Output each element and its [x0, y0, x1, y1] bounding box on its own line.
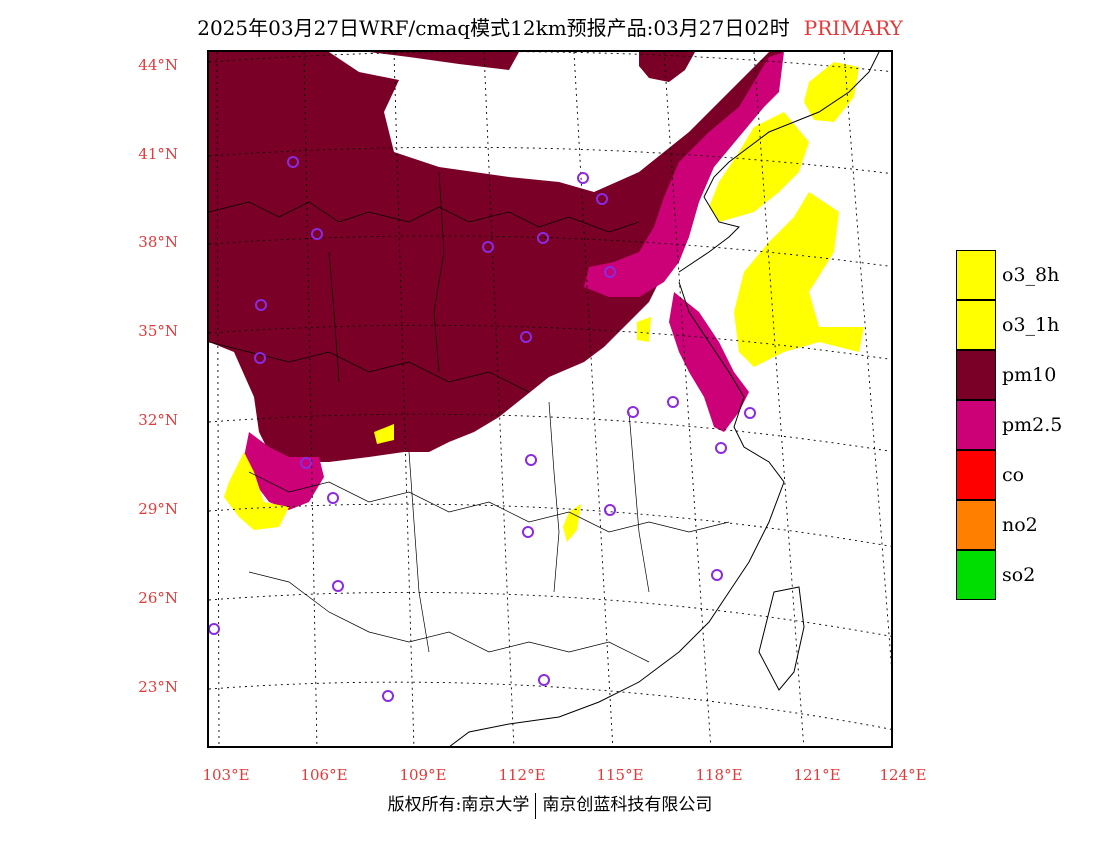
station-markers [209, 156, 756, 702]
lat-label-35: 35°N [138, 322, 178, 340]
station-marker [627, 406, 639, 418]
lon-label-106: 106°E [300, 766, 348, 784]
legend-label: so2 [1002, 564, 1036, 586]
legend-swatch [956, 300, 996, 350]
coastline [449, 52, 880, 746]
station-marker [300, 457, 312, 469]
station-marker [525, 454, 537, 466]
lat-label-29: 29°N [138, 500, 178, 518]
lat-label-41: 41°N [138, 145, 178, 163]
pm10-northeast-strip [639, 52, 695, 82]
legend-swatch [956, 500, 996, 550]
map-frame [207, 50, 893, 748]
station-marker [327, 492, 339, 504]
station-marker [209, 623, 220, 635]
station-marker [520, 331, 532, 343]
o3-northeast [709, 112, 809, 222]
copyright-footer: 版权所有:南京大学 南京创蓝科技有限公司 [0, 790, 1100, 819]
station-marker [311, 228, 323, 240]
lon-label-109: 109°E [399, 766, 447, 784]
legend-label: o3_1h [1002, 314, 1060, 336]
pm25-southwest-patch [244, 432, 324, 510]
station-marker [538, 674, 550, 686]
title-primary-badge: PRIMARY [803, 16, 903, 40]
lon-label-112: 112°E [498, 766, 546, 784]
o3-small-2 [637, 317, 651, 342]
lat-label-38: 38°N [138, 233, 178, 251]
o3-small-3 [563, 504, 581, 542]
lat-label-23: 23°N [138, 678, 178, 696]
legend-label: pm2.5 [1002, 414, 1063, 436]
lon-label-103: 103°E [202, 766, 250, 784]
legend-swatch [956, 350, 996, 400]
pollution-map [209, 52, 891, 746]
station-marker [254, 352, 266, 364]
copyright-left: 版权所有:南京大学 [387, 795, 530, 815]
station-marker [604, 266, 616, 278]
lon-label-118: 118°E [695, 766, 743, 784]
station-marker [604, 504, 616, 516]
station-marker [482, 241, 494, 253]
legend-swatch [956, 550, 996, 600]
footer-separator [535, 792, 537, 819]
station-marker [382, 690, 394, 702]
lon-label-124: 124°E [879, 766, 927, 784]
title-text: 2025年03月27日WRF/cmaq模式12km预报产品:03月27日02时 [197, 16, 790, 40]
station-marker [537, 232, 549, 244]
o3-small-1 [374, 424, 394, 444]
legend-swatch [956, 450, 996, 500]
o3-east-sea [734, 192, 864, 367]
pm10-north-cap [209, 52, 519, 70]
lon-label-115: 115°E [596, 766, 644, 784]
pm25-coastal-band [669, 292, 749, 432]
lat-label-26: 26°N [138, 589, 178, 607]
map-title: 2025年03月27日WRF/cmaq模式12km预报产品:03月27日02时 P… [0, 12, 1100, 41]
legend-swatch [956, 250, 996, 300]
o3-northeast-top [804, 62, 859, 122]
station-marker [744, 407, 756, 419]
lon-label-121: 121°E [793, 766, 841, 784]
legend-label: no2 [1002, 514, 1038, 536]
station-marker [255, 299, 267, 311]
legend-label: co [1002, 464, 1025, 486]
station-marker [715, 442, 727, 454]
lat-label-44: 44°N [138, 56, 178, 74]
station-marker [332, 580, 344, 592]
station-marker [287, 156, 299, 168]
station-marker [577, 172, 589, 184]
copyright-right: 南京创蓝科技有限公司 [542, 795, 713, 815]
o3-southwest [224, 452, 289, 530]
station-marker [522, 526, 534, 538]
legend-label: o3_8h [1002, 264, 1060, 286]
pm25-northeast-band [584, 52, 784, 297]
province-borders [209, 171, 730, 663]
legend-label: pm10 [1002, 364, 1057, 386]
lat-label-32: 32°N [138, 411, 178, 429]
station-marker [711, 569, 723, 581]
station-marker [596, 193, 608, 205]
pm10-region [209, 52, 783, 462]
station-marker [667, 396, 679, 408]
legend-swatch [956, 400, 996, 450]
